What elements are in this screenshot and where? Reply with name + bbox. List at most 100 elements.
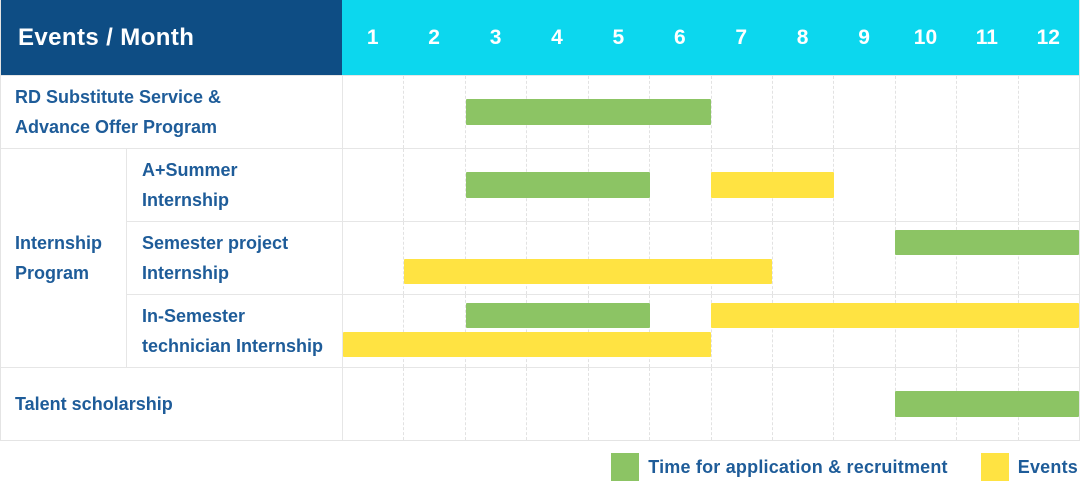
month-gridline bbox=[649, 222, 710, 294]
month-gridline bbox=[587, 222, 649, 294]
month-gridline bbox=[771, 222, 833, 294]
month-gridline bbox=[894, 149, 956, 221]
month-header-cell: 5 bbox=[587, 0, 650, 75]
month-gridline bbox=[710, 76, 772, 148]
legend-swatch-application bbox=[611, 453, 640, 481]
month-gridline bbox=[894, 76, 956, 148]
month-gridline bbox=[956, 222, 1017, 294]
row-label-line: In-Semester bbox=[142, 306, 246, 326]
events-month-header-cell: Events / Month bbox=[1, 0, 342, 75]
month-gridline bbox=[833, 222, 894, 294]
legend-swatch-events bbox=[980, 453, 1009, 481]
month-gridline bbox=[710, 368, 772, 440]
month-header-cell: 10 bbox=[894, 0, 957, 75]
gantt-row bbox=[342, 294, 1079, 367]
legend-item-events: Events bbox=[980, 453, 1078, 481]
month-header-cell: 3 bbox=[464, 0, 527, 75]
row-label: Talent scholarship bbox=[1, 367, 342, 440]
row-label-line: Internship bbox=[142, 263, 230, 283]
row-label-line: technician Internship bbox=[142, 336, 324, 356]
row-label: A+Summer Internship bbox=[126, 148, 342, 221]
month-gridline bbox=[587, 368, 649, 440]
month-gridline bbox=[1017, 295, 1079, 367]
month-gridline bbox=[833, 368, 894, 440]
row-label-line: A+Summer bbox=[142, 160, 238, 180]
month-gridline bbox=[464, 295, 526, 367]
month-gridline bbox=[649, 149, 710, 221]
month-gridlines bbox=[343, 76, 1079, 148]
month-gridline bbox=[526, 295, 587, 367]
month-gridline bbox=[771, 368, 833, 440]
month-gridline bbox=[649, 295, 710, 367]
row-label-line: Talent scholarship bbox=[15, 394, 173, 414]
month-gridline bbox=[833, 76, 894, 148]
group-label-line: Internship bbox=[15, 233, 103, 253]
month-gridline bbox=[833, 149, 894, 221]
month-gridlines bbox=[343, 295, 1079, 367]
legend-label-application: Time for application & recruitment bbox=[648, 456, 948, 477]
month-gridline bbox=[464, 222, 526, 294]
row-label: RD Substitute Service & Advance Offer Pro… bbox=[1, 75, 342, 148]
month-gridline bbox=[710, 295, 772, 367]
month-gridline bbox=[894, 295, 956, 367]
month-gridline bbox=[403, 295, 464, 367]
month-header-cell: 2 bbox=[403, 0, 465, 75]
legend: Time for application & recruitment Event… bbox=[611, 453, 1078, 481]
month-gridline bbox=[403, 76, 464, 148]
gantt-bar-events bbox=[711, 172, 834, 198]
month-gridline bbox=[649, 368, 710, 440]
month-header-cell: 1 bbox=[342, 0, 404, 75]
month-header-cell: 8 bbox=[771, 0, 834, 75]
month-gridline bbox=[464, 76, 526, 148]
gantt-bar-application bbox=[895, 391, 1079, 417]
row-label-line: Semester project bbox=[142, 233, 289, 253]
month-header-cell: 6 bbox=[649, 0, 711, 75]
row-label-line: Advance Offer Program bbox=[15, 117, 218, 137]
gantt-bar-events bbox=[711, 303, 1079, 328]
gantt-bar-application bbox=[895, 230, 1079, 255]
month-gridline bbox=[956, 76, 1017, 148]
month-gridline bbox=[403, 222, 464, 294]
month-header-cell: 9 bbox=[833, 0, 895, 75]
month-gridlines bbox=[343, 222, 1079, 294]
gantt-bar-events bbox=[343, 332, 711, 357]
month-gridline bbox=[464, 149, 526, 221]
month-gridline bbox=[771, 76, 833, 148]
month-gridline bbox=[1017, 222, 1079, 294]
gantt-row bbox=[342, 367, 1079, 440]
gantt-row bbox=[342, 75, 1079, 148]
row-label-line: RD Substitute Service & bbox=[15, 87, 222, 107]
month-gridline bbox=[403, 368, 464, 440]
row-label: Semester project Internship bbox=[126, 221, 342, 294]
month-gridline bbox=[710, 222, 772, 294]
month-gridline bbox=[526, 368, 587, 440]
month-gridline bbox=[343, 149, 403, 221]
month-header-cell: 11 bbox=[956, 0, 1018, 75]
gantt-bar-events bbox=[404, 259, 773, 284]
month-gridline bbox=[1017, 76, 1079, 148]
month-gridline bbox=[894, 222, 956, 294]
month-gridline bbox=[343, 222, 403, 294]
month-gridline bbox=[587, 295, 649, 367]
legend-label-events: Events bbox=[1017, 456, 1078, 477]
month-gridline bbox=[403, 149, 464, 221]
gantt-table: Events / Month 1 2 3 4 5 6 7 8 9 10 11 12 Internship… bbox=[0, 0, 1080, 441]
month-header-cell: 4 bbox=[526, 0, 588, 75]
month-gridline bbox=[526, 222, 587, 294]
row-label: In-Semester technician Internship bbox=[126, 294, 342, 367]
row-label-line: Internship bbox=[142, 190, 230, 210]
gantt-bar-application bbox=[465, 303, 650, 328]
month-gridline bbox=[343, 368, 403, 440]
gantt-row bbox=[342, 221, 1079, 294]
month-gridline bbox=[956, 295, 1017, 367]
month-gridline bbox=[771, 295, 833, 367]
month-header-cell: 12 bbox=[1017, 0, 1079, 75]
gantt-bar-application bbox=[465, 99, 711, 125]
group-label: Internship Program bbox=[1, 148, 126, 367]
month-gridline bbox=[1017, 149, 1079, 221]
month-gridline bbox=[343, 76, 403, 148]
month-gridline bbox=[956, 149, 1017, 221]
gantt-bar-application bbox=[465, 172, 650, 198]
month-gridline bbox=[833, 295, 894, 367]
